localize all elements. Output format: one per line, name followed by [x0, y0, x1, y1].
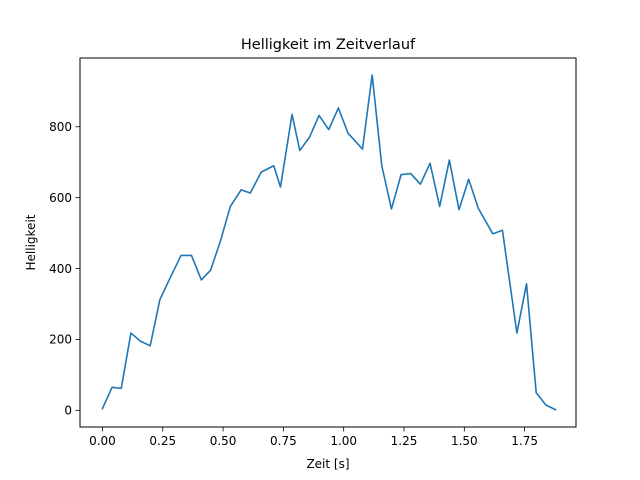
x-tick-label: 0.50 — [210, 434, 237, 448]
x-tick-label: 0.75 — [270, 434, 297, 448]
y-tick-label: 200 — [49, 333, 72, 347]
x-axis-ticks: 0.00 0.25 0.50 0.75 1.00 1.25 1.50 1.75 — [89, 427, 538, 448]
y-axis-label: Helligkeit — [24, 214, 38, 270]
y-tick-label: 400 — [49, 262, 72, 276]
x-axis-label: Zeit [s] — [306, 457, 349, 471]
x-tick-label: 1.75 — [511, 434, 538, 448]
x-tick-label: 0.25 — [149, 434, 176, 448]
y-tick-label: 0 — [64, 404, 72, 418]
chart-title: Helligkeit im Zeitverlauf — [241, 37, 416, 53]
x-tick-label: 1.50 — [451, 434, 478, 448]
y-tick-label: 600 — [49, 191, 72, 205]
x-tick-label: 1.00 — [330, 434, 357, 448]
plot-area-frame — [79, 57, 577, 428]
brightness-series-line — [101, 74, 557, 411]
y-axis-ticks: 0 200 400 600 800 — [49, 120, 80, 418]
y-tick-label: 800 — [49, 120, 72, 134]
x-tick-label: 1.25 — [391, 434, 418, 448]
x-tick-label: 0.00 — [89, 434, 116, 448]
